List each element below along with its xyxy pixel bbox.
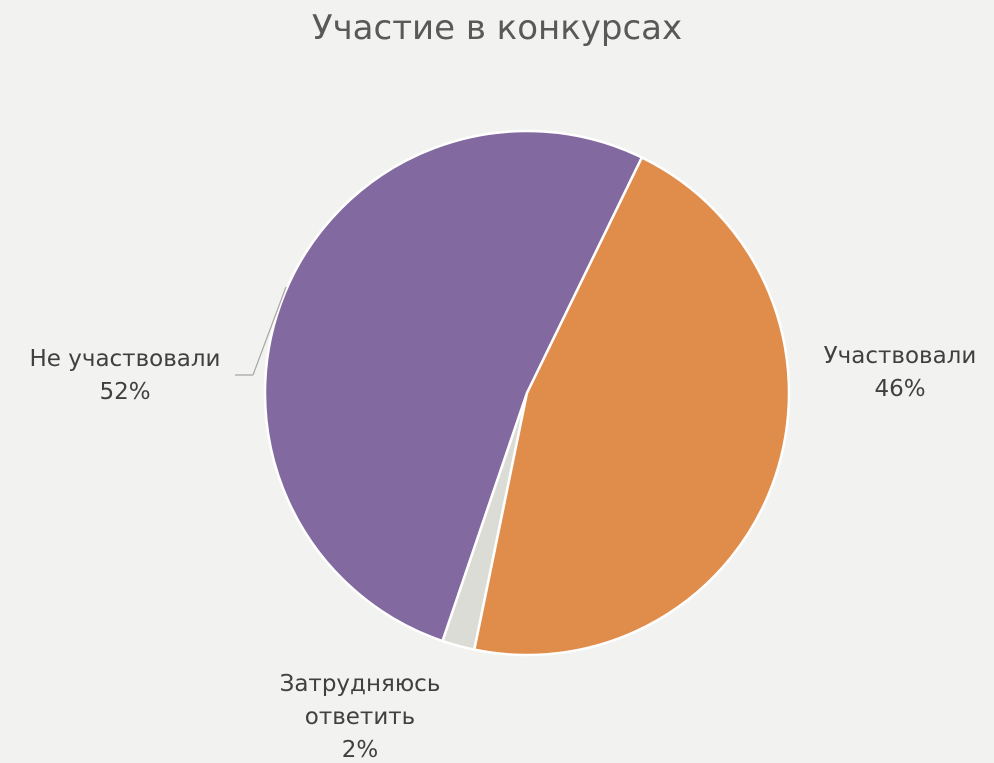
data-label: Затрудняюсь ответить 2% [250, 668, 470, 763]
data-label: Участвовали 46% [790, 340, 994, 406]
pie-slice [263, 129, 644, 643]
leader-line [252, 286, 287, 376]
category-label: Не участвовали [29, 346, 221, 372]
data-label: Не участвовали 52% [0, 343, 250, 409]
category-label: Затрудняюсь ответить [279, 671, 441, 730]
value-label: 2% [341, 737, 379, 763]
value-label: 52% [99, 379, 151, 405]
chart-title: Участие в конкурсах [311, 8, 683, 48]
value-label: 46% [874, 376, 926, 402]
category-label: Участвовали [823, 343, 977, 369]
pie-slice [472, 155, 791, 657]
